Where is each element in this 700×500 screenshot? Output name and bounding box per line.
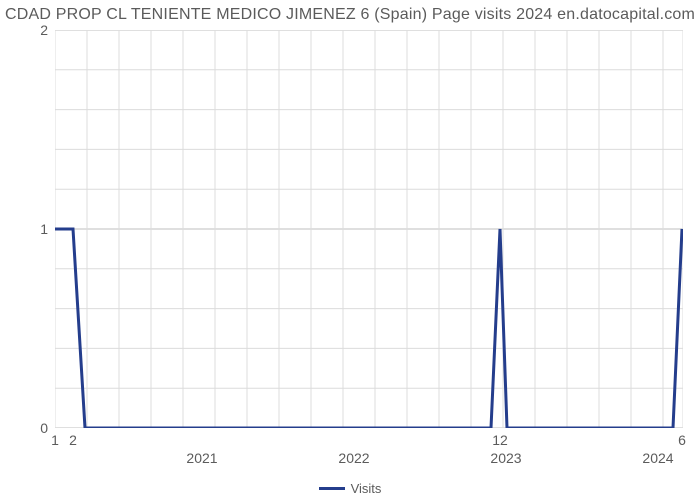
y-tick-label: 0 (8, 420, 48, 436)
x-year-label: 2023 (490, 450, 521, 466)
x-special-label: 12 (492, 432, 508, 448)
series-line (55, 229, 682, 428)
legend-swatch (319, 487, 345, 490)
plot-area (55, 30, 683, 428)
legend: Visits (0, 480, 700, 496)
x-special-label: 2 (69, 432, 77, 448)
y-tick-label: 1 (8, 221, 48, 237)
chart-title: CDAD PROP CL TENIENTE MEDICO JIMENEZ 6 (… (0, 6, 700, 24)
chart-container: { "chart": { "type": "line", "title": "C… (0, 0, 700, 500)
x-year-label: 2021 (186, 450, 217, 466)
chart-svg (55, 30, 683, 428)
y-tick-label: 2 (8, 22, 48, 38)
x-year-label: 2024 (642, 450, 673, 466)
legend-label: Visits (351, 481, 382, 496)
x-year-label: 2022 (338, 450, 369, 466)
grid-major-h (55, 30, 683, 428)
x-special-label: 6 (678, 432, 686, 448)
x-special-label: 1 (51, 432, 59, 448)
